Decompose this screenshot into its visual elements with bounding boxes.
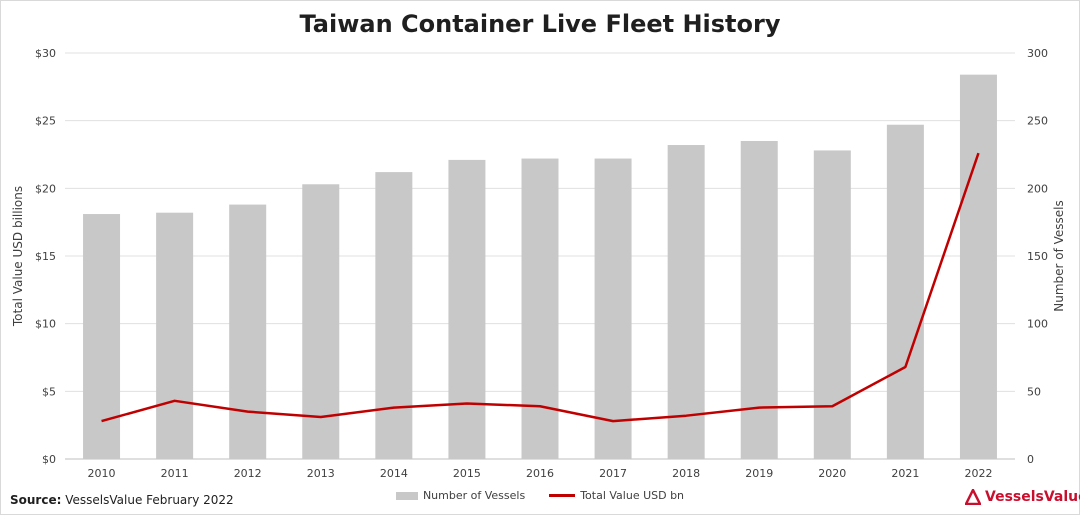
bar-2012 <box>229 204 267 459</box>
source-text: VesselsValue February 2022 <box>65 493 234 507</box>
bars <box>83 74 997 460</box>
chart-title: Taiwan Container Live Fleet History <box>299 10 781 38</box>
brand-name: VesselsValue <box>985 489 1080 505</box>
x-tick-label: 2014 <box>380 467 408 480</box>
y-tick-label: $5 <box>42 385 56 398</box>
y2-axis-title: Number of Vessels <box>1052 200 1066 312</box>
value-line <box>101 152 980 423</box>
legend-label-value: Total Value USD bn <box>580 489 685 502</box>
x-tick-label: 2020 <box>818 467 846 480</box>
x-tick-label: 2017 <box>599 467 627 480</box>
x-tick-label: 2018 <box>672 467 700 480</box>
brand-logo: VesselsValue <box>965 489 1080 505</box>
x-tick-label: 2021 <box>891 467 919 480</box>
source-note: Source: VesselsValue February 2022 <box>10 493 234 507</box>
bar-2019 <box>740 140 778 459</box>
x-tick-label: 2016 <box>526 467 554 480</box>
legend-swatch-bar <box>395 491 418 500</box>
bar-2020 <box>813 150 851 459</box>
bar-2015 <box>448 159 486 459</box>
legend-swatch-line <box>549 494 576 497</box>
legend: Number of Vessels Total Value USD bn <box>0 489 1080 502</box>
bar-2017 <box>594 158 632 459</box>
source-label: Source: <box>10 493 62 507</box>
y-tick-label: $0 <box>42 453 56 466</box>
x-tick-label: 2019 <box>745 467 773 480</box>
x-tick-label: 2012 <box>234 467 262 480</box>
y-axis-title: Total Value USD billions <box>11 186 25 327</box>
brand-triangle-icon <box>965 489 981 505</box>
legend-item-value: Total Value USD bn <box>549 489 684 502</box>
y2-tick-label: 50 <box>1027 385 1041 398</box>
y2-tick-label: 200 <box>1027 182 1048 195</box>
x-tick-label: 2010 <box>88 467 116 480</box>
x-tick-label: 2013 <box>307 467 335 480</box>
x-tick-label: 2022 <box>964 467 992 480</box>
y2-tick-label: 100 <box>1027 318 1048 331</box>
y-tick-label: $20 <box>35 182 56 195</box>
y2-tick-label: 150 <box>1027 250 1048 263</box>
y2-tick-label: 250 <box>1027 115 1048 128</box>
bar-2011 <box>156 212 194 459</box>
legend-label-vessels: Number of Vessels <box>422 489 526 502</box>
y-tick-label: $25 <box>35 115 56 128</box>
bar-2013 <box>302 184 340 460</box>
bar-2014 <box>375 172 413 460</box>
x-tick-label: 2015 <box>453 467 481 480</box>
tick-labels: $0 0 $5 50 $10 100 $15 150 $20 200 $25 250 $30 300 201… <box>35 47 1048 480</box>
bar-2021 <box>886 124 924 459</box>
bar-2022 <box>959 74 997 460</box>
y2-tick-label: 300 <box>1027 47 1048 60</box>
y-tick-label: $30 <box>35 47 56 60</box>
bar-2016 <box>521 158 559 459</box>
y2-tick-label: 0 <box>1027 453 1034 466</box>
bar-2010 <box>83 214 121 459</box>
y-tick-label: $10 <box>35 318 56 331</box>
y-tick-label: $15 <box>35 250 56 263</box>
bar-2018 <box>667 145 705 459</box>
legend-item-vessels: Number of Vessels <box>395 489 526 502</box>
x-tick-label: 2011 <box>161 467 189 480</box>
